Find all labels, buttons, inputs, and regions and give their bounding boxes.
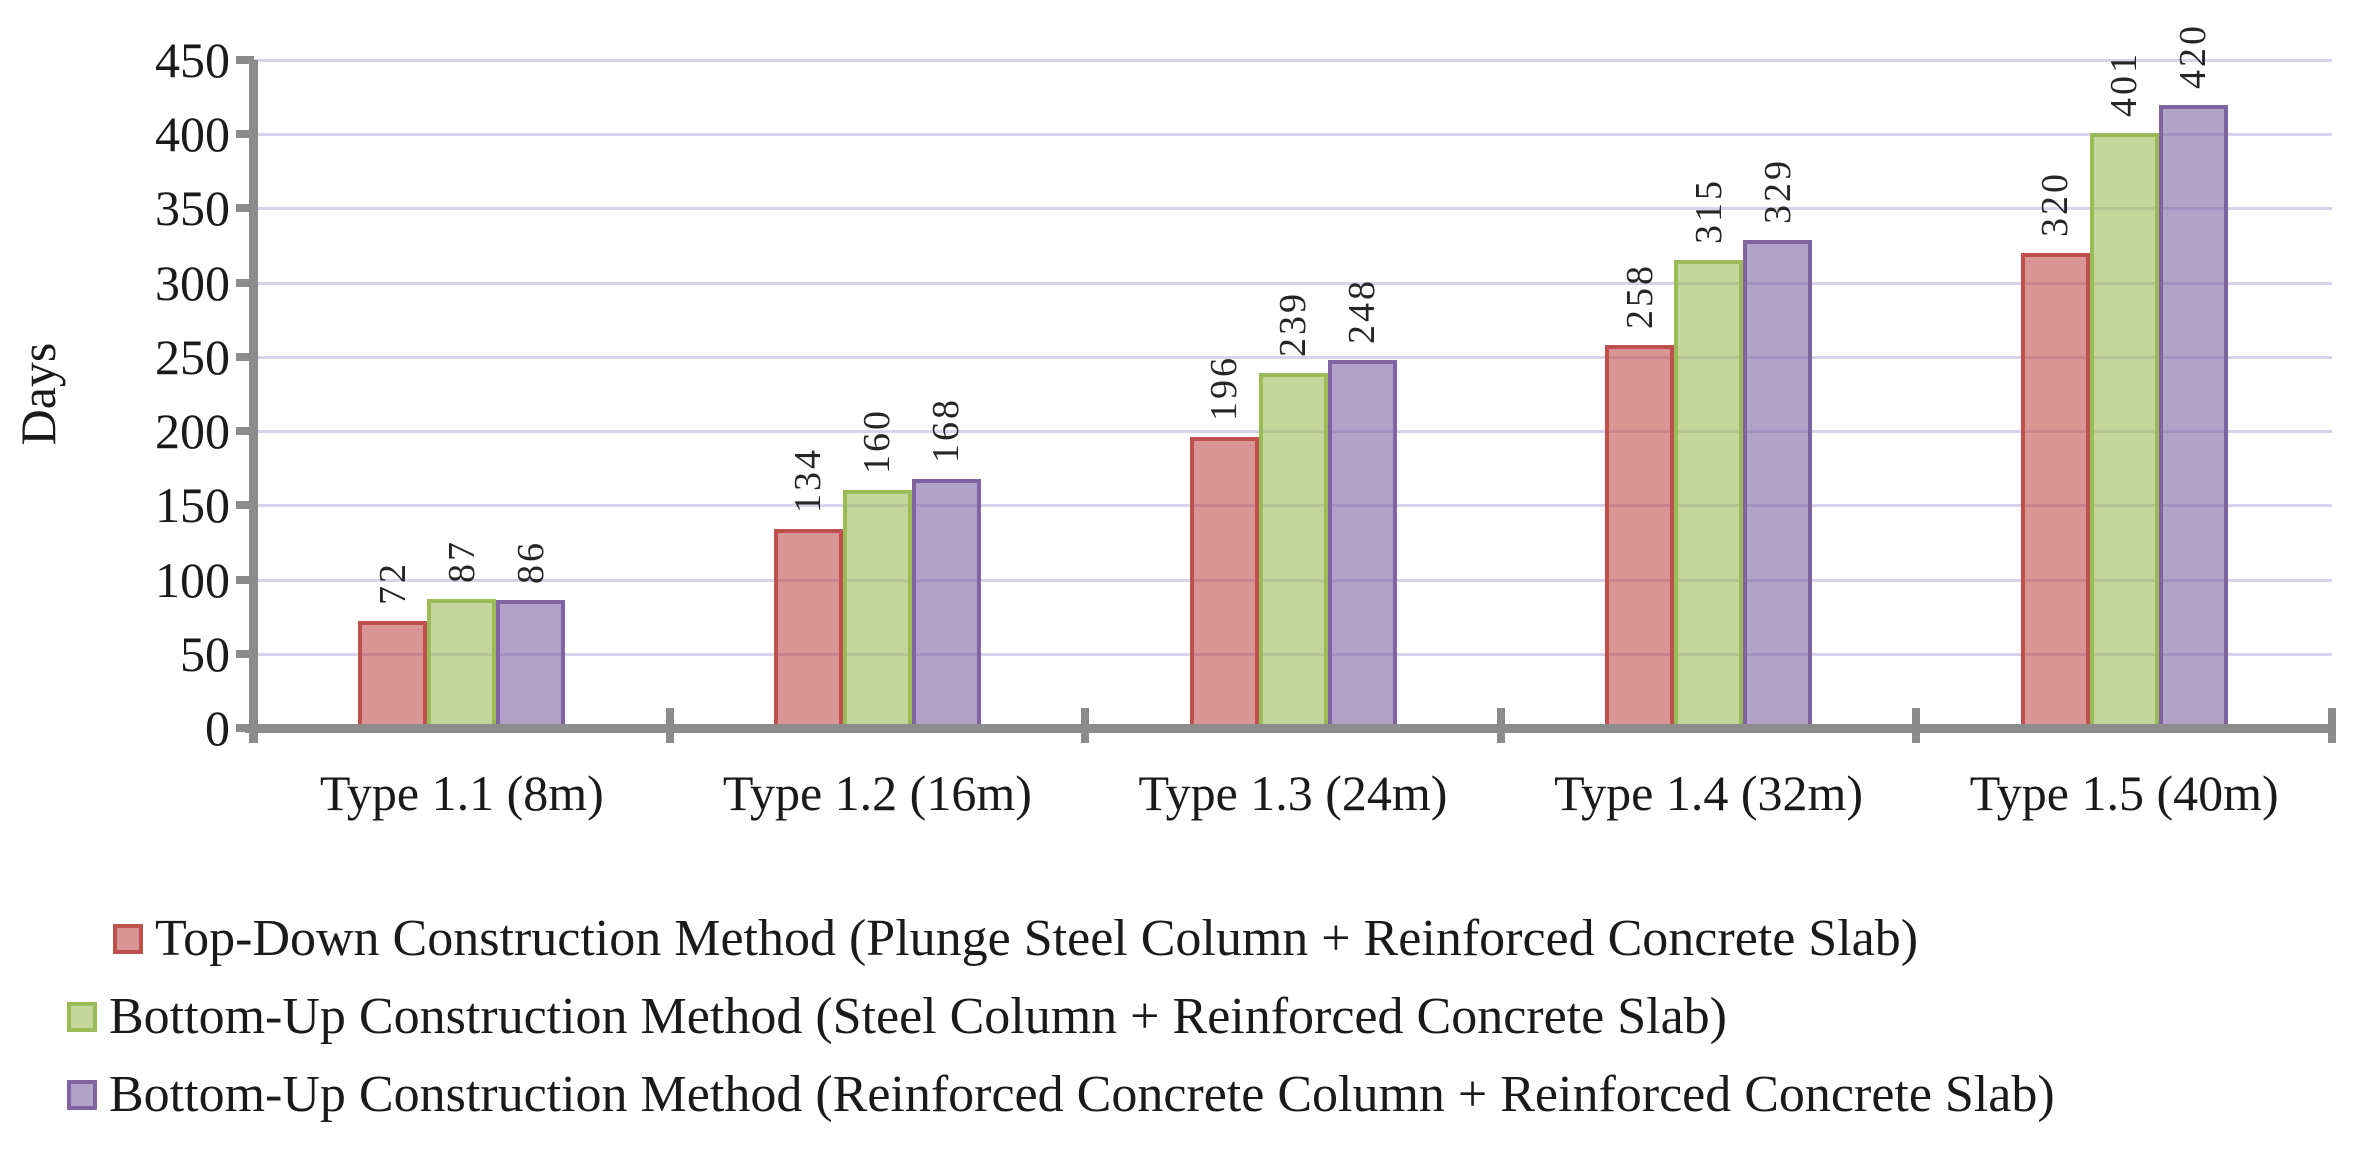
bar-value-label-box: 329: [1743, 158, 1812, 224]
bar-value-label-box: 87: [427, 539, 496, 583]
legend-item: Bottom-Up Construction Method (Reinforce…: [67, 1062, 2055, 1128]
y-tick: [236, 501, 254, 510]
y-tick: [236, 56, 254, 64]
bar-value-label-box: 420: [2159, 23, 2228, 89]
bar-value-label: 248: [1341, 278, 1383, 344]
y-tick-label: 50: [180, 625, 230, 682]
x-tick: [250, 708, 258, 743]
y-tick-label: 300: [155, 254, 230, 311]
y-tick-label: 150: [155, 477, 230, 534]
bar-value-label: 196: [1203, 355, 1245, 421]
bar: [1189, 437, 1259, 728]
legend: Top-Down Construction Method (Plunge Ste…: [67, 906, 2055, 1140]
bar-value-label: 239: [1272, 291, 1314, 357]
bar-value-label: 329: [1756, 158, 1799, 224]
y-tick: [236, 724, 254, 732]
y-tick-label: 250: [155, 328, 230, 385]
legend-item: Top-Down Construction Method (Plunge Ste…: [67, 906, 2055, 972]
bar: [2089, 133, 2159, 728]
legend-swatch: [67, 1002, 97, 1032]
y-tick: [236, 352, 254, 361]
bar-value-label-box: 401: [2090, 51, 2159, 117]
bar-value-label: 320: [2034, 171, 2077, 237]
bar-value-label: 160: [856, 408, 899, 474]
legend-swatch: [67, 1080, 97, 1110]
x-tick: [2328, 708, 2336, 743]
x-category-label: Type 1.3 (24m): [1138, 765, 1448, 821]
y-tick: [236, 130, 254, 139]
x-axis-line: [245, 724, 2336, 733]
bar: [842, 490, 912, 728]
bar-value-label-box: 134: [774, 447, 843, 513]
x-tick: [665, 708, 674, 743]
legend-label: Bottom-Up Construction Method (Reinforce…: [109, 1066, 2055, 1123]
x-category-label: Type 1.1 (8m): [319, 765, 604, 821]
y-tick: [236, 575, 254, 584]
bar: [427, 599, 497, 728]
bar-value-label-box: 248: [1328, 278, 1397, 344]
bar-value-label: 72: [371, 561, 414, 605]
y-tick: [236, 278, 254, 287]
y-tick-label: 200: [155, 403, 230, 460]
bar: [911, 479, 981, 728]
bar-value-label-box: 196: [1190, 355, 1259, 421]
bar-value-label: 401: [2103, 51, 2146, 117]
y-tick-label: 450: [155, 32, 230, 88]
bar: [496, 600, 566, 728]
bar-value-label: 134: [787, 447, 830, 513]
gridline: [254, 133, 2332, 137]
x-tick: [1081, 708, 1090, 743]
x-tick: [1496, 708, 1505, 743]
bar-value-label: 86: [509, 540, 552, 584]
legend-label: Top-Down Construction Method (Plunge Ste…: [155, 910, 1919, 967]
gridline: [254, 207, 2332, 211]
bar-value-label: 87: [440, 539, 483, 583]
y-tick-label: 100: [155, 551, 230, 608]
bar-value-label-box: 239: [1259, 291, 1328, 357]
x-category-label: Type 1.2 (16m): [722, 765, 1032, 821]
bar: [2158, 105, 2228, 728]
bar-value-label: 258: [1618, 263, 1661, 329]
bar-value-label-box: 86: [496, 540, 565, 584]
bar: [2020, 253, 2090, 728]
y-tick-label: 400: [155, 106, 230, 163]
y-tick-label: 350: [155, 180, 230, 237]
x-category-label: Type 1.5 (40m): [1969, 765, 2279, 821]
x-tick: [1912, 708, 1921, 743]
bar: [1258, 373, 1328, 728]
legend-swatch: [113, 924, 143, 954]
y-tick-label: 0: [205, 700, 230, 756]
y-tick: [236, 649, 254, 658]
bar: [1327, 360, 1397, 728]
bar-value-label: 168: [925, 397, 968, 463]
bar: [1674, 260, 1744, 728]
legend-label: Bottom-Up Construction Method (Steel Col…: [109, 988, 1727, 1045]
gridline: [254, 59, 2332, 62]
bar-value-label-box: 258: [1605, 263, 1674, 329]
gridline: [254, 281, 2332, 285]
y-tick: [236, 204, 254, 213]
bar-value-label-box: 315: [1674, 178, 1743, 244]
y-tick: [236, 427, 254, 436]
bar-value-label: 315: [1687, 178, 1730, 244]
y-axis-line: [249, 60, 258, 743]
gridline: [254, 355, 2332, 359]
bar-value-label-box: 168: [912, 397, 981, 463]
bar: [1605, 345, 1675, 728]
bar-value-label-box: 160: [843, 408, 912, 474]
bar: [358, 621, 428, 728]
bar: [773, 529, 843, 728]
bar-value-label-box: 72: [358, 561, 427, 605]
bar-value-label-box: 320: [2021, 171, 2090, 237]
plot-area: 72 87 86 134 160 168 196 239 248 258 315 329 320 401 4…: [236, 23, 2336, 743]
y-axis-title: Days: [10, 342, 66, 446]
bar: [1743, 240, 1813, 728]
bar-value-label: 420: [2172, 23, 2215, 89]
legend-item: Bottom-Up Construction Method (Steel Col…: [67, 984, 2055, 1050]
x-category-label: Type 1.4 (32m): [1554, 765, 1864, 821]
